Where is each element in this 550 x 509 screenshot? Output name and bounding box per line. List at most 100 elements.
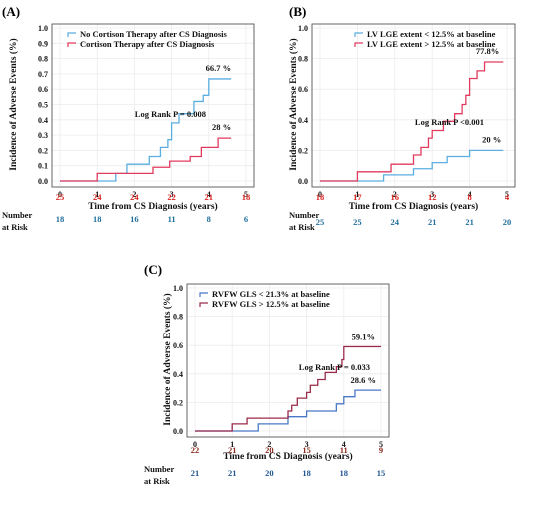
risk-count: 25 [353, 217, 362, 227]
risk-table-title: Number [289, 210, 319, 220]
legend-swatch [354, 42, 363, 47]
x-tick-label: 3 [170, 190, 174, 199]
risk-count: 21 [205, 192, 214, 202]
km-curve-a [195, 389, 381, 432]
risk-count: 16 [391, 192, 400, 202]
risk-count: 11 [168, 214, 176, 224]
x-tick-label: 5 [505, 190, 509, 199]
y-tick-label: 0.7 [38, 70, 48, 79]
risk-count: 4 [505, 192, 510, 202]
risk-count: 22 [191, 445, 200, 455]
x-tick-label: 1 [95, 190, 99, 199]
risk-count: 15 [302, 445, 311, 455]
risk-count: 25 [316, 217, 325, 227]
risk-count: 20 [265, 468, 274, 478]
risk-count: 17 [353, 192, 362, 202]
risk-count: 18 [340, 468, 349, 478]
risk-count: 21 [191, 468, 200, 478]
log-rank-annotation: Log Rank P = 0.033 [299, 362, 370, 372]
legend-swatch [199, 292, 208, 297]
x-tick-label: 2 [267, 440, 271, 449]
risk-count: 18 [302, 468, 311, 478]
y-axis-title: Incidence of Adverse Events (%) [162, 293, 173, 425]
x-tick-label: 1 [355, 190, 359, 199]
x-tick-label: 5 [244, 190, 248, 199]
plot-frame [51, 23, 255, 188]
y-tick-label: 0.4 [298, 116, 308, 125]
x-tick-label: 3 [430, 190, 434, 199]
risk-count: 16 [130, 214, 139, 224]
risk-count: 18 [93, 214, 102, 224]
panel-label: (A) [2, 4, 20, 19]
legend-swatch [67, 32, 76, 37]
risk-table-title: Number [144, 464, 174, 474]
risk-table-title: Number [2, 210, 32, 220]
panel-label: (C) [144, 262, 162, 277]
risk-count: 24 [93, 192, 102, 202]
x-tick-label: 2 [393, 190, 397, 199]
y-tick-label: 0.8 [173, 313, 183, 322]
risk-count: 18 [56, 214, 65, 224]
y-tick-label: 0.9 [38, 39, 48, 48]
risk-count: 20 [265, 445, 274, 455]
panel-label: (B) [289, 4, 306, 19]
x-tick-label: 4 [468, 190, 472, 199]
end-percentage-label: 66.7 % [206, 63, 232, 73]
risk-count: 11 [340, 445, 348, 455]
legend-label: LV LGE extent < 12.5% at baseline [367, 29, 496, 39]
y-tick-label: 1.0 [298, 24, 308, 33]
km-curve-b [195, 345, 381, 432]
risk-table-title: at Risk [2, 222, 28, 232]
risk-table-title: at Risk [289, 222, 315, 232]
y-tick-label: 0.6 [38, 85, 48, 94]
end-percentage-label: 77.8% [476, 46, 499, 56]
risk-count: 21 [428, 217, 437, 227]
y-tick-label: 1.0 [173, 284, 183, 293]
y-tick-label: 0.0 [38, 177, 48, 186]
y-tick-label: 0.2 [173, 398, 183, 407]
x-tick-label: 4 [207, 190, 211, 199]
y-tick-label: 0.3 [38, 131, 48, 140]
end-percentage-label: 28 % [212, 122, 231, 132]
x-tick-label: 0 [318, 190, 322, 199]
x-tick-label: 5 [379, 440, 383, 449]
km-curve-a [320, 149, 504, 182]
x-axis-title: Time from CS Diagnosis (years) [88, 201, 217, 212]
risk-count: 21 [228, 445, 237, 455]
y-tick-label: 0.2 [38, 146, 48, 155]
x-tick-label: 0 [193, 440, 197, 449]
legend-label: Cortison Therapy after CS Diagnosis [80, 39, 215, 49]
y-tick-label: 0.5 [38, 101, 48, 110]
km-panel-a: (A) 0.0 0.1 0.2 0.3 0.4 0.5 0.6 0.7 0.8 0.9 1.0 0 1 2 3… [2, 4, 255, 232]
x-axis-title: Time from CS Diagnosis (years) [349, 201, 478, 212]
x-tick-label: 1 [230, 440, 234, 449]
x-tick-label: 0 [58, 190, 62, 199]
y-tick-label: 0.8 [38, 55, 48, 64]
legend-swatch [354, 32, 363, 37]
risk-count: 6 [244, 214, 248, 224]
risk-count: 24 [130, 192, 139, 202]
risk-count: 18 [316, 192, 325, 202]
log-rank-annotation: Log Rank P = 0.008 [135, 109, 206, 119]
y-tick-label: 0.1 [38, 162, 48, 171]
legend-swatch [67, 42, 76, 47]
risk-count: 8 [467, 192, 471, 202]
risk-count: 25 [56, 192, 65, 202]
plot-frame [186, 283, 390, 438]
km-panel-c: (C) 0.0 0.2 0.4 0.6 0.8 1.0 0 1 2 3 4 5 Time from CS … [144, 262, 390, 486]
legend-label: LV LGE extent > 12.5% at baseline [367, 39, 496, 49]
risk-count: 22 [167, 192, 176, 202]
x-axis-title: Time from CS Diagnosis (years) [223, 451, 352, 462]
legend-label: No Cortison Therapy after CS Diagnosis [80, 29, 227, 39]
y-tick-label: 0.2 [298, 146, 308, 155]
risk-count: 18 [242, 192, 251, 202]
risk-count: 12 [428, 192, 437, 202]
legend-label: RVFW GLS < 21.3% at baseline [212, 289, 330, 299]
y-tick-label: 0.4 [173, 370, 183, 379]
y-tick-label: 0.6 [298, 85, 308, 94]
y-tick-label: 0.0 [173, 427, 183, 436]
end-percentage-label: 20 % [482, 134, 501, 144]
risk-table-title: at Risk [144, 476, 170, 486]
